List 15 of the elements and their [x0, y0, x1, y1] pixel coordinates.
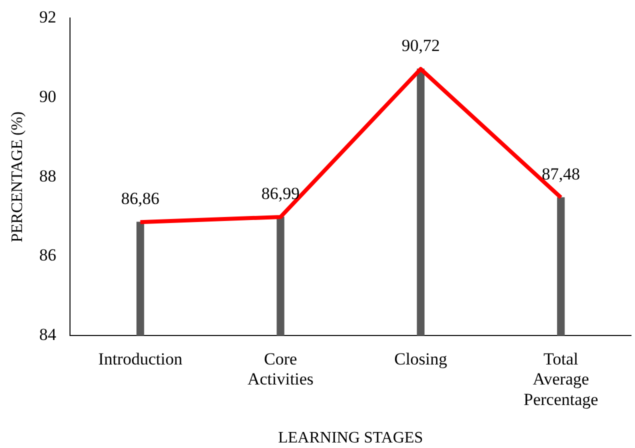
y-tick-label: 84 [39, 325, 57, 344]
y-tick-label: 88 [39, 166, 56, 186]
x-tick-label: Introduction [98, 349, 183, 368]
x-axis-title: LEARNING STAGES [278, 430, 424, 447]
y-tick-label: 86 [39, 246, 56, 265]
x-tick-label: Core Activities [247, 349, 314, 389]
y-axis-title: PERCENTAGE (%) [8, 112, 26, 242]
data-label: 86,99 [261, 184, 300, 203]
y-tick-label: 90 [39, 87, 56, 106]
data-label: 87,48 [542, 164, 580, 184]
data-label: 86,86 [121, 189, 160, 208]
x-tick-label: Closing [394, 349, 448, 368]
y-tick-label: 92 [39, 8, 56, 27]
data-label: 90,72 [402, 36, 440, 55]
x-tick-label: Total Average Percentage [524, 349, 598, 410]
